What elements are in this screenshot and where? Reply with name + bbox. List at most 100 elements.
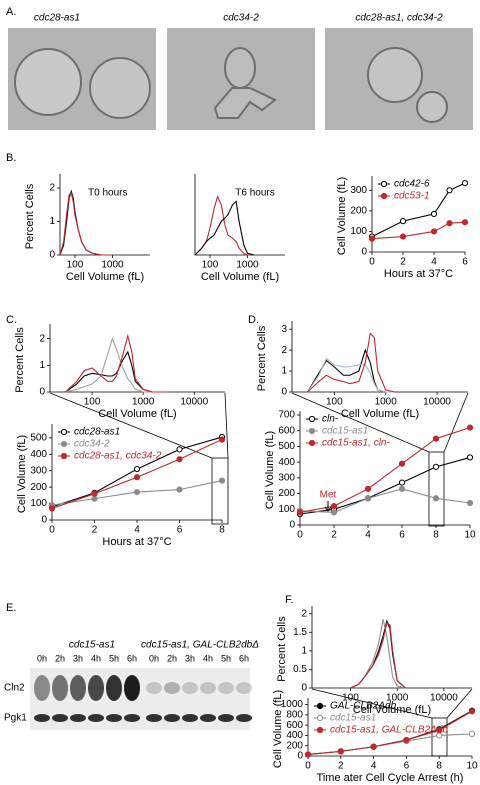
series-line [307, 332, 395, 393]
lane-label: 0h [37, 653, 47, 663]
y-tick-label: 2 [281, 345, 287, 356]
marker [398, 479, 406, 486]
marker [432, 435, 440, 442]
legend-marker [308, 439, 316, 447]
x-tick-label: 2 [400, 257, 406, 268]
blot-bands: 0h 2h 3h 4h 5h 6h 0h 2h 3h 4h 5h 6h [34, 653, 252, 722]
x-tick-label: 100 [342, 693, 359, 704]
band [146, 682, 162, 694]
legend-label: GAL-CLB2Δdb [330, 701, 397, 712]
cell [213, 87, 277, 119]
band [164, 682, 180, 694]
x-tick-label: 10 [464, 530, 476, 541]
y-tick-label: 600 [286, 720, 303, 731]
band [200, 682, 216, 694]
y-tick-label: 0 [281, 387, 287, 398]
lane-label: 5h [221, 653, 231, 663]
marker [91, 495, 98, 502]
legend-marker [60, 440, 68, 448]
zoom-box [428, 451, 445, 527]
lane-label: 4h [91, 653, 101, 663]
band [164, 714, 180, 722]
x-tick-label: 0 [49, 525, 55, 536]
zoom-line [291, 392, 430, 453]
y-tick-label: 500 [30, 432, 47, 443]
band [218, 682, 234, 694]
x-tick-label: 4 [134, 525, 140, 536]
marker [364, 495, 372, 502]
x-tick-label: 100 [84, 397, 101, 408]
legend-marker [308, 427, 316, 435]
lane-label: 6h [239, 653, 249, 663]
x-tick-label: 2 [338, 761, 344, 772]
x-tick-label: 100 [202, 260, 219, 271]
y-tick-label: 300 [278, 472, 295, 483]
y-tick-label: 400 [286, 730, 303, 741]
y-tick-label: 0 [297, 751, 303, 762]
band [124, 675, 140, 701]
marker [468, 730, 476, 737]
x-tick-label: 1000 [386, 693, 409, 704]
zoom-line [443, 392, 469, 453]
marker [368, 235, 376, 242]
x-tick-label: 100 [326, 397, 343, 408]
y-tick-label: 1000 [281, 699, 304, 710]
x-tick-label: 8 [433, 530, 439, 541]
y-tick-label: 100 [350, 226, 367, 237]
x-tick-label: 4 [431, 257, 437, 268]
marker [466, 499, 474, 507]
marker [461, 179, 469, 187]
lane-label: 5h [109, 653, 119, 663]
x-tick-label: 6 [399, 530, 405, 541]
y-tick-label: 500 [278, 441, 295, 452]
x-axis-label: Cell Volume (fL) [341, 408, 419, 420]
marker [398, 485, 406, 492]
series-line [299, 456, 471, 515]
band [200, 714, 216, 722]
marker [468, 708, 476, 715]
x-axis-label: Hours at 37°C [384, 268, 453, 280]
y-tick-label: 1 [39, 360, 45, 371]
marker [432, 495, 440, 502]
x-tick-label: 0 [305, 761, 311, 772]
y-tick-label: 200 [286, 740, 303, 751]
y-tick-label: 400 [278, 457, 295, 468]
legend-marker [316, 714, 324, 722]
band [236, 682, 252, 694]
marker [176, 446, 183, 453]
y-tick-label: 400 [30, 449, 47, 460]
y-tick-label: 0 [39, 387, 45, 398]
cell [367, 47, 423, 103]
marker [436, 727, 443, 734]
x-tick-label: 2 [92, 525, 98, 536]
legend-label: cdc15-as1, GAL-CLB2Δdb [330, 725, 448, 736]
series-line [194, 200, 255, 256]
y-axis-label: Percent Cells [24, 183, 36, 249]
legend-label: cdc28-as1 [74, 427, 120, 438]
legend-marker [316, 726, 324, 734]
x-tick-label: 10000 [423, 397, 451, 408]
y-tick-label: 0 [301, 683, 307, 694]
marker [304, 751, 312, 758]
x-axis-label: Cell Volume (fL) [201, 271, 279, 283]
y-tick-label: 200 [350, 205, 367, 216]
legend-marker [60, 428, 68, 436]
y-tick-label: 600 [278, 425, 295, 436]
y-axis-label: Percent Cells [276, 616, 288, 682]
marker [133, 465, 141, 473]
marker [398, 460, 406, 467]
marker [337, 748, 344, 755]
legend-marker [308, 415, 316, 423]
x-tick-label: 10000 [430, 693, 458, 704]
y-axis-label: Cell Volume (fL) [272, 690, 284, 768]
marker [446, 187, 453, 194]
y-tick-label: 200 [278, 488, 295, 499]
x-tick-label: 1000 [375, 397, 398, 408]
marker [330, 503, 338, 510]
x-axis-label: Cell Volume (fL) [66, 271, 144, 283]
y-axis-label: Cell Volume (fL) [16, 435, 28, 513]
zoom-line [311, 688, 433, 719]
x-tick-label: 4 [365, 530, 371, 541]
band [70, 675, 86, 701]
